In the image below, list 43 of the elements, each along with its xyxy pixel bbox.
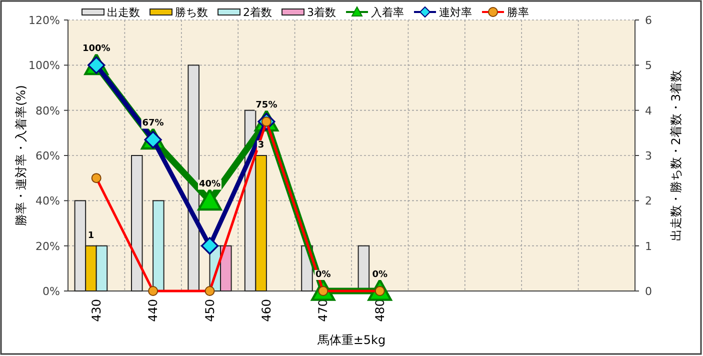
legend-label: 出走数: [107, 6, 140, 19]
legend-label: 連対率: [439, 6, 472, 19]
x-tick-label: 440: [146, 299, 160, 322]
bar: [131, 155, 143, 292]
x-axis-title: 馬体重±5kg: [316, 333, 386, 347]
y2-tick-label: 3: [645, 150, 652, 162]
data-label: 0%: [372, 270, 388, 280]
x-tick-label: 460: [259, 299, 274, 322]
y-tick-label: 0%: [42, 285, 60, 298]
data-label: 0%: [316, 270, 331, 280]
y2-axis-title: 出走数・勝ち数・2着数・3着数: [669, 70, 683, 242]
x-tick-label: 450: [202, 299, 217, 322]
y-tick-label: 120%: [28, 14, 60, 27]
data-label: 3: [258, 140, 264, 150]
legend-label: 2着数: [243, 6, 272, 19]
y2-tick-label: 5: [645, 59, 652, 72]
legend-label: 3着数: [307, 6, 336, 19]
x-tick-label: 470: [316, 299, 330, 322]
y2-tick-label: 0: [645, 285, 652, 298]
legend-label: 入着率: [371, 6, 404, 19]
y-tick-label: 100%: [28, 59, 60, 72]
point: [198, 188, 222, 211]
bar: [188, 64, 200, 292]
y-tick-label: 60%: [36, 150, 60, 162]
bar: [152, 200, 164, 292]
x-tick-label: 430: [89, 299, 104, 322]
y-tick-label: 20%: [36, 240, 60, 253]
data-label: 100%: [82, 44, 110, 54]
data-label: 67%: [142, 118, 164, 129]
y-axis-title: 勝率・連対率・入着率(%): [14, 85, 28, 226]
legend-label: 勝ち数: [175, 6, 208, 19]
data-label: 1: [88, 230, 94, 241]
y-tick-label: 40%: [36, 194, 60, 208]
y2-tick-label: 4: [645, 104, 652, 118]
data-label: 75%: [256, 100, 278, 111]
legend-label: 勝率: [507, 6, 529, 19]
x-tick-label: 480: [372, 299, 387, 322]
y2-tick-label: 6: [645, 14, 652, 27]
y-tick-label: 80%: [36, 104, 60, 118]
point: [200, 237, 219, 255]
y2-tick-label: 2: [645, 194, 652, 208]
data-label: 40%: [198, 180, 221, 190]
y2-tick-label: 1: [645, 240, 652, 253]
